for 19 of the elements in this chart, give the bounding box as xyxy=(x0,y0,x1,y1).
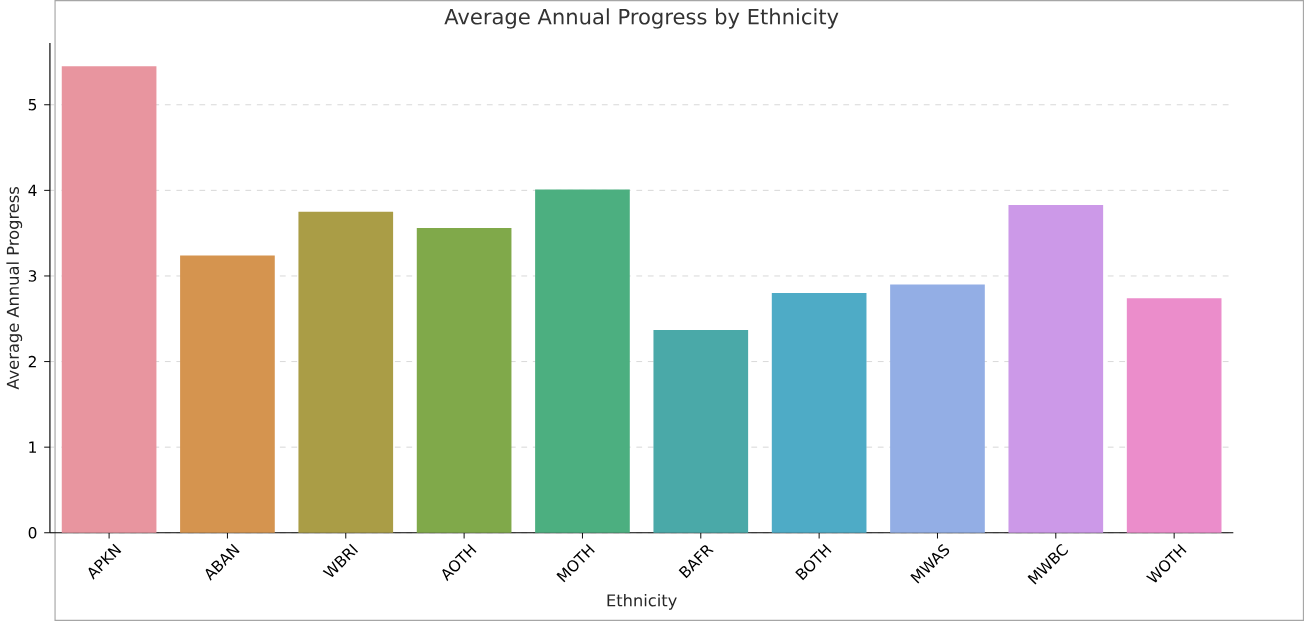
y-tick-label: 5 xyxy=(28,99,37,111)
bar xyxy=(1008,204,1104,533)
bar xyxy=(890,284,985,533)
bar xyxy=(298,211,394,533)
x-axis-title: Ethnicity xyxy=(607,593,677,610)
y-tick-label: 2 xyxy=(28,355,36,368)
y-axis-title: Average Annual Progress xyxy=(6,187,23,390)
bar xyxy=(61,66,157,533)
chart-title: Average Annual Progress by Ethnicity xyxy=(444,8,839,29)
bar xyxy=(771,293,867,533)
y-tick-label: 4 xyxy=(28,184,37,196)
bar xyxy=(653,329,749,533)
bar xyxy=(535,189,630,533)
y-tick-label: 0 xyxy=(28,526,37,539)
y-tick-label: 1 xyxy=(29,441,36,453)
bar xyxy=(416,228,512,533)
bar xyxy=(1126,298,1222,533)
y-tick-label: 3 xyxy=(28,270,37,282)
bar xyxy=(180,255,275,533)
